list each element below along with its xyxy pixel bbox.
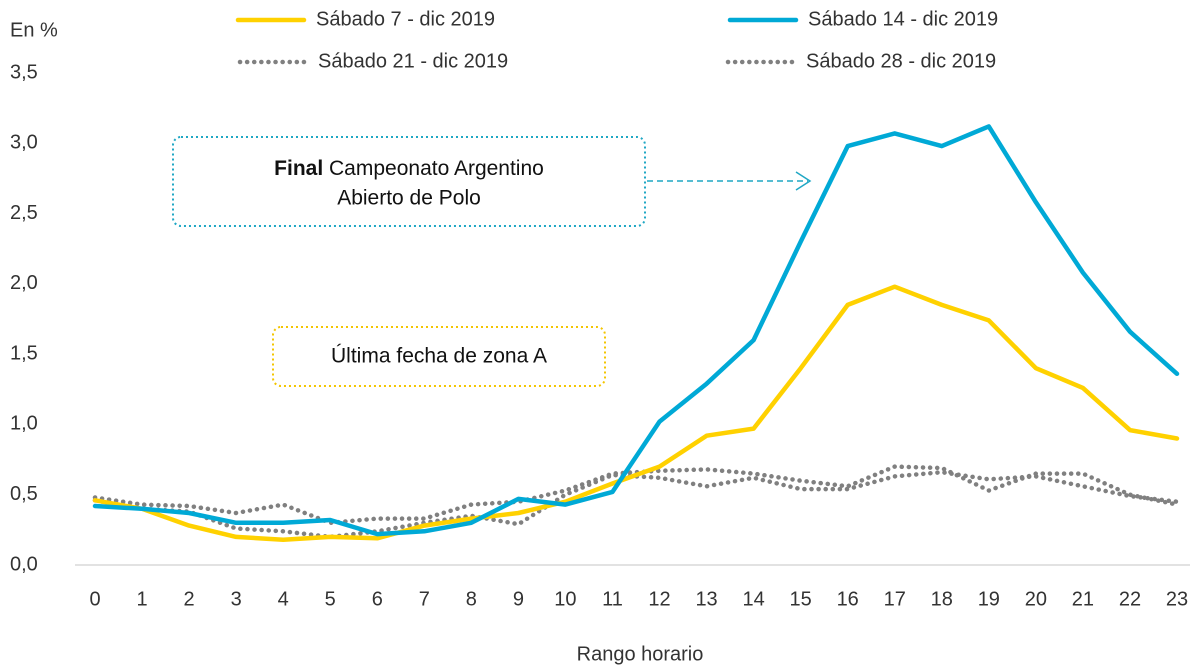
annotation-text: Final Campeonato Argentino xyxy=(274,157,544,180)
y-tick-label: 3,5 xyxy=(10,61,38,83)
y-tick-label: 2,5 xyxy=(10,202,38,224)
x-tick-label: 19 xyxy=(978,588,1000,610)
legend-label: Sábado 14 - dic 2019 xyxy=(808,8,998,30)
x-tick-label: 15 xyxy=(790,588,812,610)
x-tick-label: 0 xyxy=(89,588,100,610)
y-tick-label: 0,0 xyxy=(10,553,38,575)
annotation-line: Campeonato Argentino xyxy=(329,157,544,180)
x-tick-label: 14 xyxy=(742,588,764,610)
legend-label: Sábado 7 - dic 2019 xyxy=(316,8,495,30)
legend-label: Sábado 28 - dic 2019 xyxy=(806,50,996,72)
x-tick-label: 1 xyxy=(136,588,147,610)
x-tick-label: 6 xyxy=(372,588,383,610)
x-tick-label: 23 xyxy=(1166,588,1188,610)
x-tick-label: 4 xyxy=(278,588,289,610)
y-tick-label: 3,0 xyxy=(10,132,38,154)
y-tick-label: 1,5 xyxy=(10,342,38,364)
x-tick-label: 17 xyxy=(884,588,906,610)
y-tick-label: 2,0 xyxy=(10,272,38,294)
y-axis-label: En % xyxy=(10,19,58,41)
legend-label: Sábado 21 - dic 2019 xyxy=(318,50,508,72)
x-tick-label: 13 xyxy=(695,588,717,610)
x-tick-label: 21 xyxy=(1072,588,1094,610)
y-tick-label: 1,0 xyxy=(10,413,38,435)
arrow-head xyxy=(795,171,812,191)
x-tick-label: 2 xyxy=(184,588,195,610)
annotation-bold: Final xyxy=(274,157,323,180)
x-tick-label: 16 xyxy=(837,588,859,610)
x-tick-label: 22 xyxy=(1119,588,1141,610)
x-tick-label: 18 xyxy=(931,588,953,610)
x-tick-label: 7 xyxy=(419,588,430,610)
series-line xyxy=(92,124,1180,537)
x-tick-label: 10 xyxy=(554,588,576,610)
x-tick-label: 12 xyxy=(648,588,670,610)
annotation-text: Última fecha de zona A xyxy=(331,345,547,368)
x-tick-label: 8 xyxy=(466,588,477,610)
x-tick-label: 3 xyxy=(231,588,242,610)
y-tick-label: 0,5 xyxy=(10,483,38,505)
x-tick-label: 11 xyxy=(602,588,623,610)
series-line xyxy=(92,284,1180,542)
annotation-line: Abierto de Polo xyxy=(337,187,481,210)
x-axis-label: Rango horario xyxy=(577,643,704,665)
annotation-box xyxy=(272,326,606,387)
x-tick-label: 20 xyxy=(1025,588,1047,610)
series-line xyxy=(92,464,1180,526)
x-tick-label: 5 xyxy=(325,588,336,610)
annotation-box xyxy=(172,136,646,227)
x-tick-label: 9 xyxy=(513,588,524,610)
